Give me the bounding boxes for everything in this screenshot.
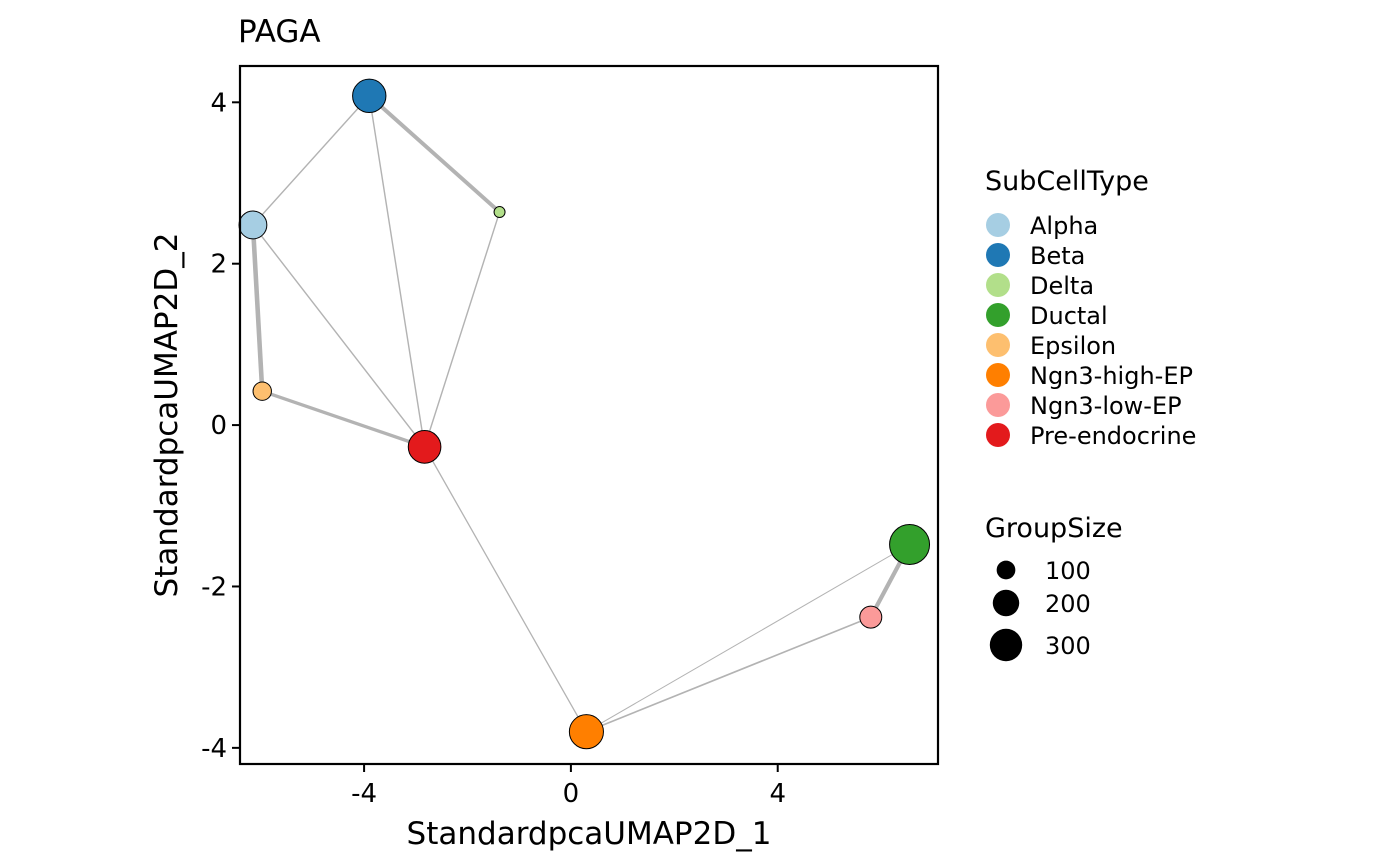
node-ductal: [889, 524, 931, 565]
legend-swatch-beta: [986, 243, 1010, 267]
edge-pre-endocrine-ngn3-high-ep: [423, 446, 588, 733]
y-tick-label: -4: [201, 734, 227, 764]
y-axis: 4 2 0 -2 -4: [201, 88, 240, 764]
legend-label-ngn3-low-ep: Ngn3-low-EP: [1030, 392, 1182, 420]
edge-alpha-epsilon: [250, 222, 265, 394]
legend-size-items: 100 200 300: [989, 557, 1091, 662]
x-tick-label: 0: [563, 779, 580, 809]
edge-alpha-pre-endocrine: [252, 224, 426, 448]
legend-swatch-ductal: [986, 303, 1010, 327]
legend-swatch-alpha: [986, 213, 1010, 237]
legend-swatch-ngn3-low-ep: [986, 393, 1010, 417]
legend-size-label-300: 300: [1045, 632, 1091, 660]
x-axis: -4 0 4: [351, 764, 786, 809]
y-axis-title: StandardpcaUMAP2D_2: [149, 233, 185, 598]
x-tick-label: 4: [769, 779, 786, 809]
x-axis-title: StandardpcaUMAP2D_1: [407, 816, 772, 852]
node-pre-endocrine: [407, 430, 442, 464]
legend-size-marker-300: [989, 628, 1023, 662]
edge-ngn3-high-ep-ductal: [585, 544, 911, 733]
legend-label-pre-endocrine: Pre-endocrine: [1030, 422, 1196, 450]
legend-label-delta: Delta: [1030, 272, 1094, 300]
node-delta: [493, 206, 506, 219]
legend-label-beta: Beta: [1030, 242, 1085, 270]
y-tick-label: -2: [201, 572, 227, 602]
y-tick-label: 0: [210, 411, 227, 441]
legend-swatch-pre-endocrine: [986, 423, 1010, 447]
plot-panel-border: [238, 64, 940, 766]
legend-size-title: GroupSize: [985, 513, 1123, 544]
legend-swatch-delta: [986, 273, 1010, 297]
legend-label-alpha: Alpha: [1030, 212, 1098, 240]
legend-size-marker-200: [992, 589, 1020, 617]
chart-title: PAGA: [238, 14, 321, 50]
edge-delta-pre-endocrine: [423, 211, 501, 448]
legend-label-ductal: Ductal: [1030, 302, 1108, 330]
edge-epsilon-pre-endocrine: [260, 389, 427, 449]
edge-ngn3-high-ep-ngn3-low-ep: [585, 616, 872, 733]
node-alpha: [238, 210, 268, 240]
edge-alpha-beta: [252, 95, 370, 226]
edge-beta-delta: [367, 93, 502, 215]
legend-size-label-200: 200: [1045, 590, 1091, 618]
legend-size-marker-100: [996, 560, 1016, 580]
legend-swatch-epsilon: [986, 333, 1010, 357]
y-tick-label: 4: [210, 88, 227, 118]
node-ngn3-low-ep: [859, 605, 883, 629]
legend-color-title: SubCellType: [985, 166, 1149, 197]
legend-size-label-100: 100: [1045, 557, 1091, 585]
node-epsilon: [252, 381, 272, 401]
legend-swatch-ngn3-high-ep: [986, 363, 1010, 387]
legend-label-ngn3-high-ep: Ngn3-high-EP: [1030, 362, 1193, 390]
legend: SubCellType AlphaBetaDeltaDuctalEpsilonN…: [985, 166, 1196, 662]
y-tick-label: 2: [210, 250, 227, 280]
node-ngn3-high-ep: [568, 714, 604, 750]
edge-beta-pre-endocrine: [368, 95, 426, 448]
nodes-layer: [238, 78, 931, 750]
legend-color-items: AlphaBetaDeltaDuctalEpsilonNgn3-high-EPN…: [986, 212, 1196, 450]
legend-label-epsilon: Epsilon: [1030, 332, 1116, 360]
node-beta: [352, 78, 387, 114]
x-tick-label: -4: [351, 779, 377, 809]
